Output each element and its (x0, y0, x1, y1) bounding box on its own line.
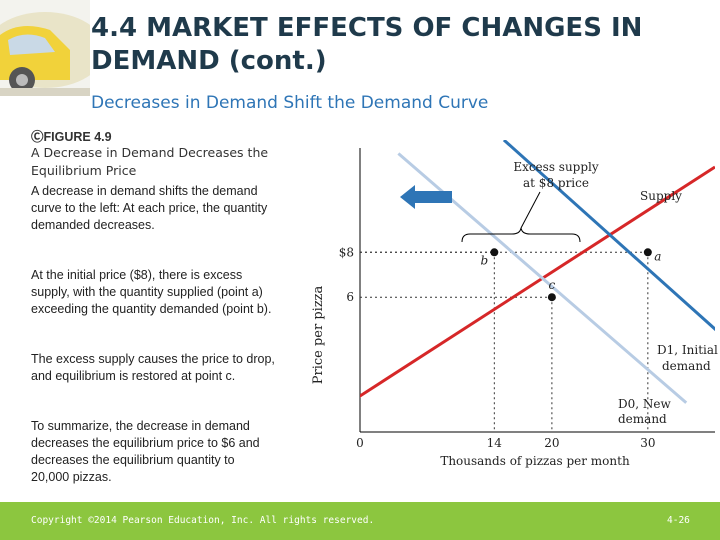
series-line-supply (360, 165, 715, 398)
slide-subtitle: Decreases in Demand Shift the Demand Cur… (91, 93, 489, 113)
x-axis-label: Thousands of pizzas per month (440, 454, 630, 468)
copyright-text: Copyright ©2014 Pearson Education, Inc. … (31, 515, 375, 526)
y-tick-label: 6 (346, 290, 354, 304)
supply-label: Supply (640, 189, 682, 203)
slide-title: 4.4 MARKET EFFECTS OF CHANGES IN DEMAND … (91, 12, 711, 78)
d1-label-line2: demand (662, 359, 711, 373)
x-tick-label: 14 (487, 436, 503, 450)
series-line-d1 (502, 140, 715, 332)
point-b (490, 248, 499, 257)
y-axis-label: Price per pizza (311, 285, 326, 384)
excess-supply-brace (461, 227, 581, 243)
point-label-a: a (654, 249, 661, 263)
point-a (643, 248, 652, 257)
d1-label-line1: D1, Initial (657, 343, 718, 357)
d0-label-line2: demand (618, 412, 667, 426)
x-tick-label: 20 (544, 436, 559, 450)
point-c (547, 293, 556, 302)
left-arrow-icon (400, 185, 452, 209)
annotation-line2: at $8 price (523, 176, 589, 190)
page-number: 4-26 (667, 515, 690, 526)
paragraph-excess-supply: At the initial price ($8), there is exce… (31, 268, 272, 316)
paragraph-summary: To summarize, the decrease in demand dec… (31, 419, 260, 484)
demand-shift-chart: a b c $8 6 0 14 20 30 Price per pizza Thousands… (311, 140, 718, 468)
slide-title-line1: 4.4 MARKET EFFECTS OF CHANGES IN (91, 13, 643, 43)
figure-label: ⒸFIGURE 4.9 (31, 130, 112, 144)
paragraph-equilibrium: The excess supply causes the price to dr… (31, 352, 275, 383)
annotation-line1: Excess supply (513, 160, 599, 174)
footer-bar (0, 502, 720, 540)
annotation-pointer (520, 191, 541, 229)
paragraph-shift: A decrease in demand shifts the demand c… (31, 184, 268, 232)
point-label-b: b (480, 253, 488, 267)
d0-label-line1: D0, New (618, 397, 671, 411)
x-tick-label: 30 (640, 436, 655, 450)
y-tick-label: $8 (339, 245, 354, 259)
point-label-c: c (549, 278, 556, 292)
slide-title-line2: DEMAND (cont.) (91, 46, 327, 76)
figure-title: A Decrease in Demand Decreases the Equil… (31, 145, 269, 178)
decorative-car-image (0, 0, 90, 96)
x-tick-label: 0 (356, 436, 364, 450)
